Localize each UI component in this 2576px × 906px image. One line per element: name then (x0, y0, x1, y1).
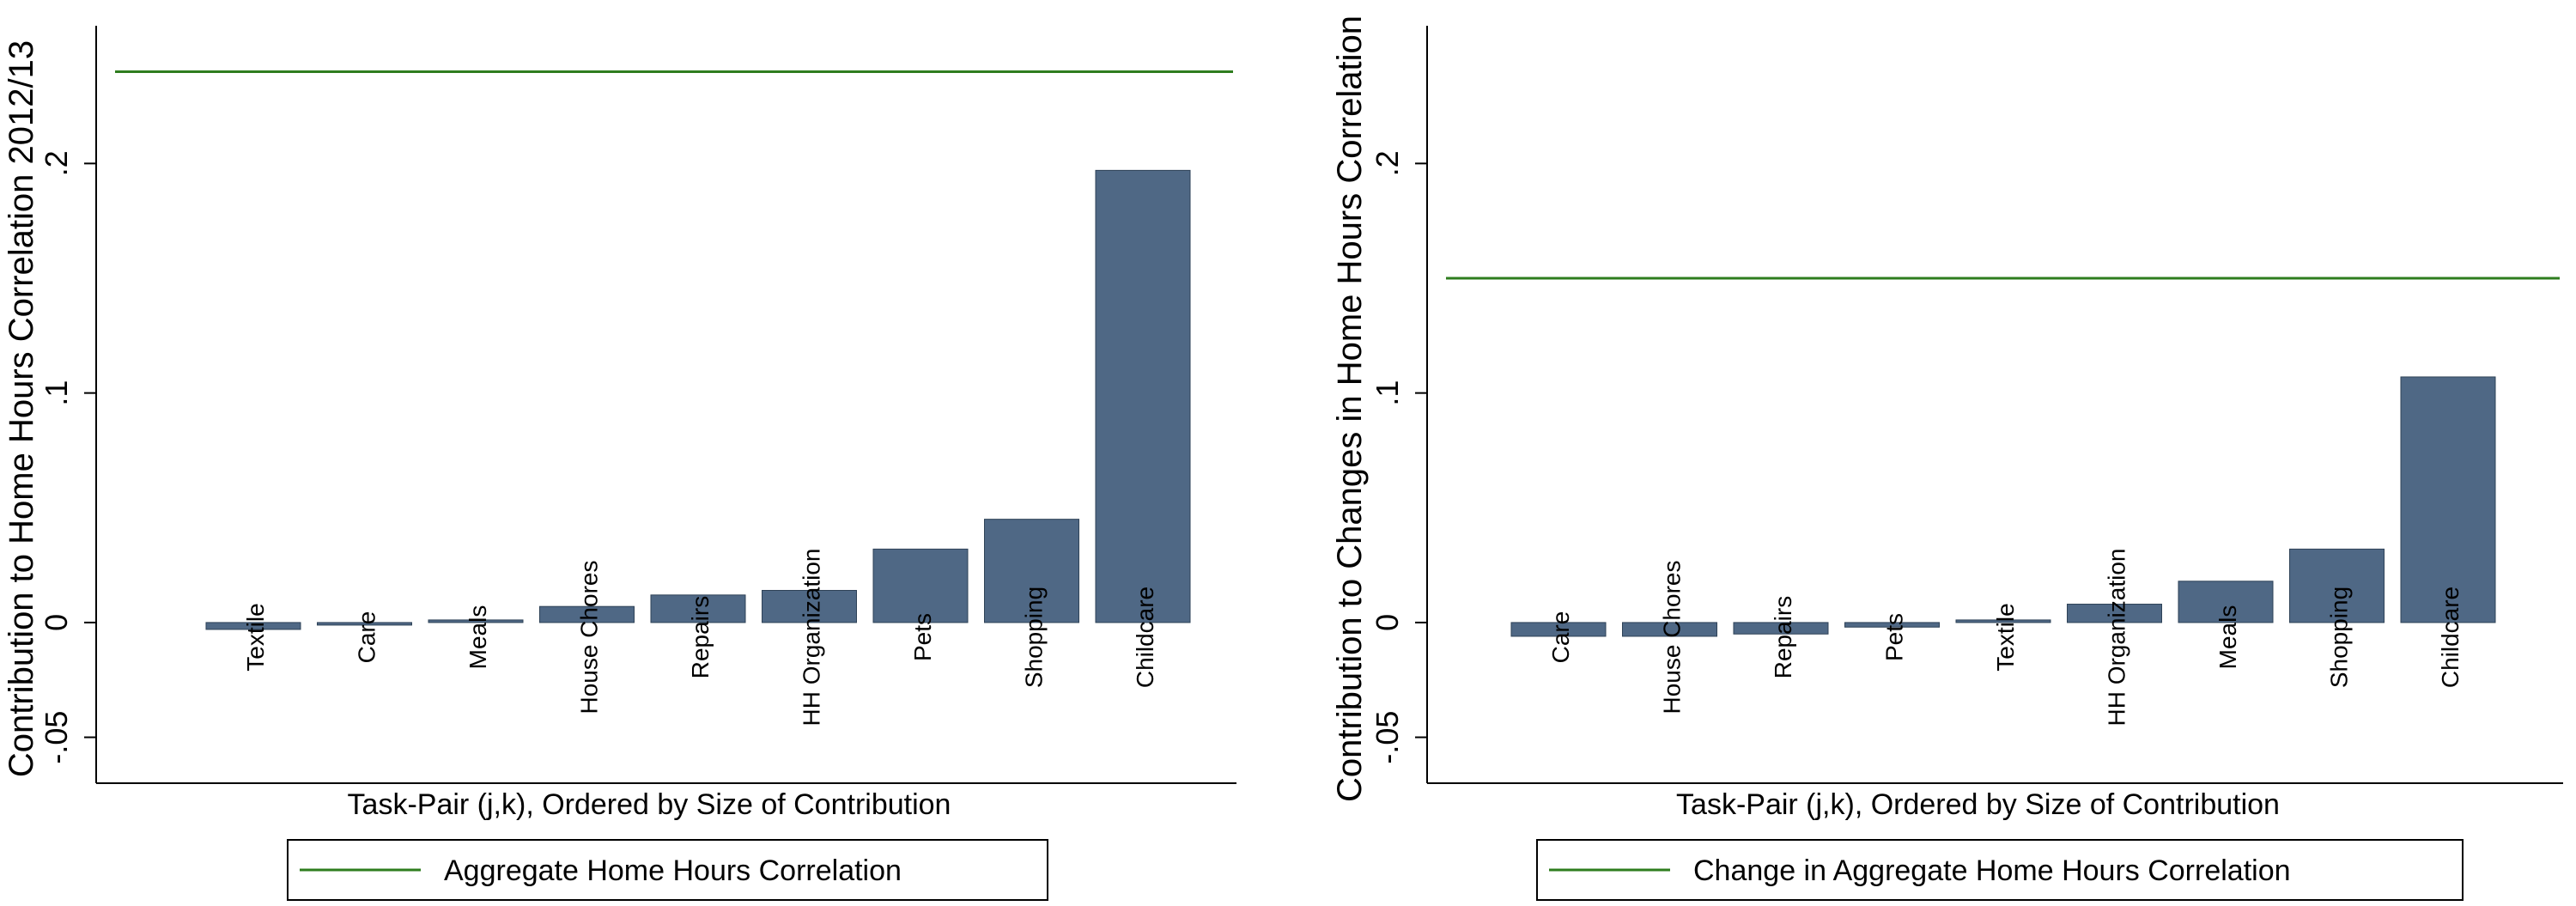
chart2-y-axis-title: Contribution to Changes in Home Hours Co… (1331, 15, 1369, 802)
chart1-category-label: House Chores (576, 561, 603, 714)
chart1-category-label: Care (354, 611, 380, 664)
chart2-bar-care (1510, 622, 1607, 637)
chart2-bar-pets (1844, 622, 1940, 628)
chart1-x-axis-title: Task-Pair (j,k), Ordered by Size of Cont… (348, 788, 951, 821)
chart2-category-label: Shopping (2326, 587, 2353, 688)
chart1-bar-meals (428, 619, 524, 623)
chart1-y-tick-label: .2 (39, 150, 74, 176)
chart1-y-tick-label: -.05 (39, 711, 74, 764)
chart1-y-tick-label: .1 (39, 380, 74, 406)
chart2-bar-meals (2178, 581, 2274, 623)
chart1-bar-repairs (650, 594, 746, 623)
chart2-category-label: Repairs (1770, 596, 1796, 678)
chart2-y-tick-label: .2 (1370, 150, 1405, 176)
chart2-category-label: Childcare (2437, 587, 2464, 688)
chart2-bar-house-chores (1622, 622, 1717, 637)
chart2-y-tick-label: -.05 (1370, 711, 1405, 764)
chart2-category-label: Meals (2215, 605, 2241, 670)
chart1-bar-hh-organization (762, 589, 857, 623)
chart1-bar-textile (205, 622, 301, 630)
chart1-bar-house-chores (539, 605, 635, 623)
chart2-bar-textile (1955, 619, 2051, 623)
chart1-category-label: Textile (242, 603, 269, 671)
right-chart-panel: -.05 0 .1 .2 Care House Chores Repairs Pets Text… (1331, 15, 2563, 901)
chart2-bar-repairs (1733, 622, 1829, 635)
chart2-category-label: Textile (1992, 603, 2019, 671)
chart2-bar-childcare (2400, 376, 2496, 623)
chart2-x-axis-title: Task-Pair (j,k), Ordered by Size of Cont… (1676, 788, 2280, 821)
chart2-legend-label: Change in Aggregate Home Hours Correlati… (1693, 854, 2291, 887)
chart2-bar-hh-organization (2067, 604, 2162, 623)
chart1-legend-label: Aggregate Home Hours Correlation (444, 854, 902, 887)
chart1-category-label: Childcare (1132, 587, 1158, 688)
chart1-bar-childcare (1095, 169, 1191, 623)
chart2-category-label: Pets (1881, 613, 1908, 661)
chart2-legend-box (1536, 839, 2464, 901)
chart1-category-label: Pets (909, 613, 936, 661)
chart1-category-label: Repairs (687, 596, 714, 678)
chart1-bar-pets (872, 548, 969, 623)
chart2-category-label: HH Organization (2104, 549, 2130, 727)
left-chart-panel: -.05 0 .1 .2 Textile Care Meals House Chores Rep… (3, 26, 1236, 901)
chart1-bar-shopping (984, 519, 1079, 623)
chart1-category-label: HH Organization (799, 549, 825, 727)
chart2-y-tick-label: .1 (1370, 380, 1405, 406)
chart1-category-label: Meals (465, 605, 491, 670)
chart1-y-axis-title: Contribution to Home Hours Correlation 2… (3, 40, 40, 777)
chart2-y-tick-label: 0 (1370, 614, 1405, 631)
chart2-category-label: House Chores (1659, 561, 1686, 714)
chart2-bar-shopping (2289, 548, 2385, 623)
chart1-bar-care (317, 622, 412, 626)
chart1-y-tick-label: 0 (39, 614, 74, 631)
chart1-category-label: Shopping (1021, 587, 1048, 688)
chart2-category-label: Care (1547, 611, 1574, 664)
